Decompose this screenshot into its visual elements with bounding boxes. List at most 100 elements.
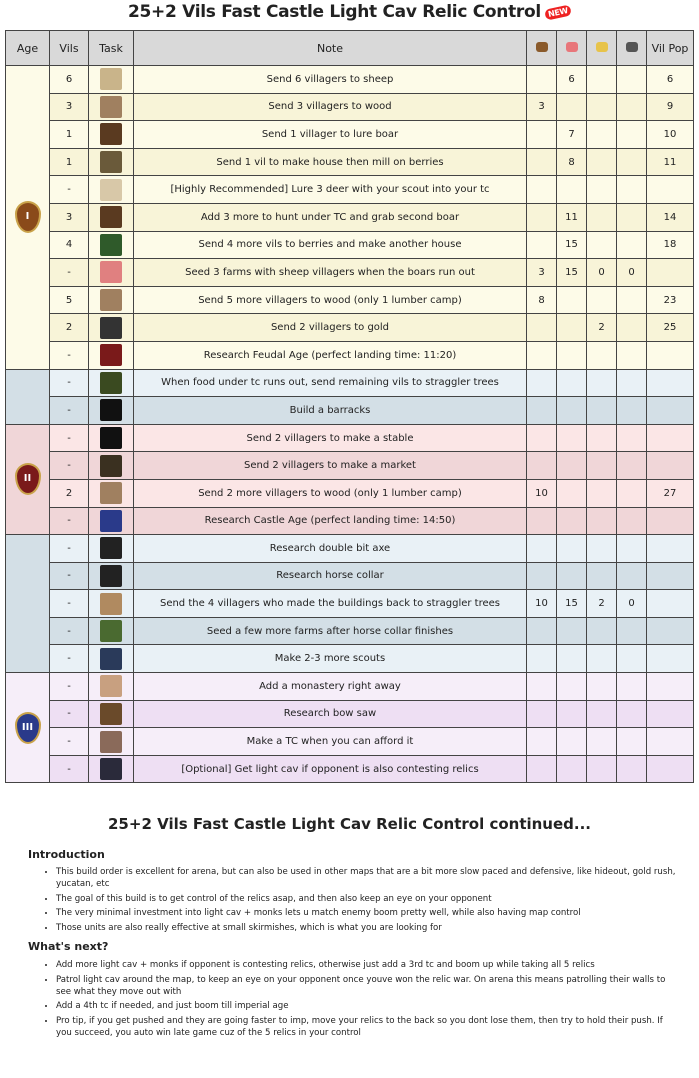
- vils-cell: -: [49, 672, 89, 701]
- pop-cell: 18: [646, 230, 694, 260]
- table-row: III - Add a monastery right away: [5, 672, 694, 784]
- gold-cell: [586, 92, 617, 122]
- note-cell: Research horse collar: [133, 561, 527, 591]
- pop-cell: [646, 506, 694, 536]
- vils-cell: -: [49, 589, 89, 618]
- vils-cell: 1: [49, 147, 89, 177]
- bullet-item: Add a 4th tc if needed, and just boom ti…: [56, 1000, 676, 1012]
- vils-cell: -: [49, 506, 89, 536]
- table-row: 3 Send 3 villagers to wood 3 9: [5, 92, 694, 122]
- task-cell: [88, 561, 134, 591]
- table-row: - [Optional] Get light cav if opponent is…: [5, 754, 694, 784]
- task-cell: [88, 340, 134, 370]
- scout-icon: [100, 647, 122, 670]
- dark-age-icon: I: [14, 201, 41, 234]
- bullet-item: Pro tip, if you get pushed and they are …: [56, 1015, 676, 1039]
- table-row: - Send 2 villagers to make a market: [5, 451, 694, 480]
- vils-cell: -: [49, 423, 89, 453]
- food-cell: 8: [556, 147, 587, 177]
- task-cell: [88, 589, 134, 618]
- task-cell: [88, 120, 134, 149]
- task-cell: [88, 754, 134, 784]
- stone-cell: [616, 120, 647, 149]
- stone-cell: [616, 175, 647, 204]
- task-cell: [88, 202, 134, 232]
- table-row: - Research Castle Age (perfect landing ti…: [5, 506, 694, 536]
- pop-cell: 25: [646, 313, 694, 342]
- vils-cell: -: [49, 727, 89, 756]
- boar-icon: [100, 206, 122, 229]
- wood-cell: [526, 313, 557, 342]
- wood-cell: [526, 506, 557, 536]
- task-cell: [88, 65, 134, 94]
- note-cell: Send 4 more vils to berries and make ano…: [133, 230, 527, 260]
- stone-cell: [616, 478, 647, 508]
- note-cell: Research Feudal Age (perfect landing tim…: [133, 340, 527, 370]
- task-cell: [88, 396, 134, 425]
- gold-cell: [586, 534, 617, 563]
- gold-mining-icon: [100, 316, 122, 339]
- stone-cell: [616, 285, 647, 315]
- bullet-item: Patrol light cav around the map, to keep…: [56, 974, 676, 998]
- farm-icon: [100, 620, 122, 643]
- note-cell: Send 1 villager to lure boar: [133, 120, 527, 149]
- task-cell: [88, 230, 134, 260]
- pop-cell: 23: [646, 285, 694, 315]
- table-row: - Research horse collar: [5, 561, 694, 591]
- gold-cell: [586, 672, 617, 701]
- gold-cell: 2: [586, 589, 617, 618]
- stone-cell: [616, 423, 647, 453]
- food-cell: [556, 451, 587, 480]
- table-row: - Make 2-3 more scouts: [5, 644, 694, 674]
- food-cell: [556, 175, 587, 204]
- task-cell: [88, 699, 134, 729]
- pop-cell: [646, 340, 694, 370]
- wood-cell: [526, 147, 557, 177]
- food-cell: [556, 92, 587, 122]
- food-cell: 15: [556, 258, 587, 287]
- gold-cell: [586, 175, 617, 204]
- stone-cell: [616, 147, 647, 177]
- note-cell: Make 2-3 more scouts: [133, 644, 527, 674]
- food-cell: [556, 754, 587, 784]
- gold-cell: [586, 644, 617, 674]
- stone-icon: [625, 41, 638, 52]
- stone-cell: 0: [616, 258, 647, 287]
- task-cell: [88, 258, 134, 287]
- note-cell: Make a TC when you can afford it: [133, 727, 527, 756]
- wood-cell: 3: [526, 258, 557, 287]
- age-cell: [5, 368, 50, 425]
- vils-cell: 2: [49, 478, 89, 508]
- pop-cell: [646, 451, 694, 480]
- note-cell: [Highly Recommended] Lure 3 deer with yo…: [133, 175, 527, 204]
- stone-cell: [616, 699, 647, 729]
- age-cell: I: [5, 65, 50, 370]
- vils-cell: 2: [49, 313, 89, 342]
- gold-cell: [586, 423, 617, 453]
- gold-cell: [586, 616, 617, 646]
- crossed-swords-icon: [100, 399, 122, 422]
- sheep-icon: [100, 68, 122, 91]
- gold-icon: [595, 41, 608, 52]
- wood-cell: [526, 644, 557, 674]
- pop-cell: [646, 754, 694, 784]
- note-cell: Send 2 more villagers to wood (only 1 lu…: [133, 478, 527, 508]
- table-row: - Research double bit axe: [5, 534, 694, 674]
- vils-cell: -: [49, 561, 89, 591]
- title-text: 25+2 Vils Fast Castle Light Cav Relic Co…: [128, 2, 541, 22]
- gold-cell: [586, 65, 617, 94]
- stone-cell: [616, 506, 647, 536]
- food-cell: [556, 672, 587, 701]
- table-row: - Seed 3 farms with sheep villagers when …: [5, 258, 694, 287]
- wood-cell: [526, 534, 557, 563]
- wood-cell: [526, 616, 557, 646]
- new-badge: NEW: [544, 3, 572, 21]
- wood-cell: [526, 451, 557, 480]
- gold-cell: [586, 230, 617, 260]
- note-cell: Seed a few more farms after horse collar…: [133, 616, 527, 646]
- bullet-item: This build order is excellent for arena,…: [56, 866, 676, 890]
- task-cell: [88, 147, 134, 177]
- note-cell: Send 2 villagers to gold: [133, 313, 527, 342]
- age-cell: III: [5, 672, 50, 784]
- stone-cell: [616, 340, 647, 370]
